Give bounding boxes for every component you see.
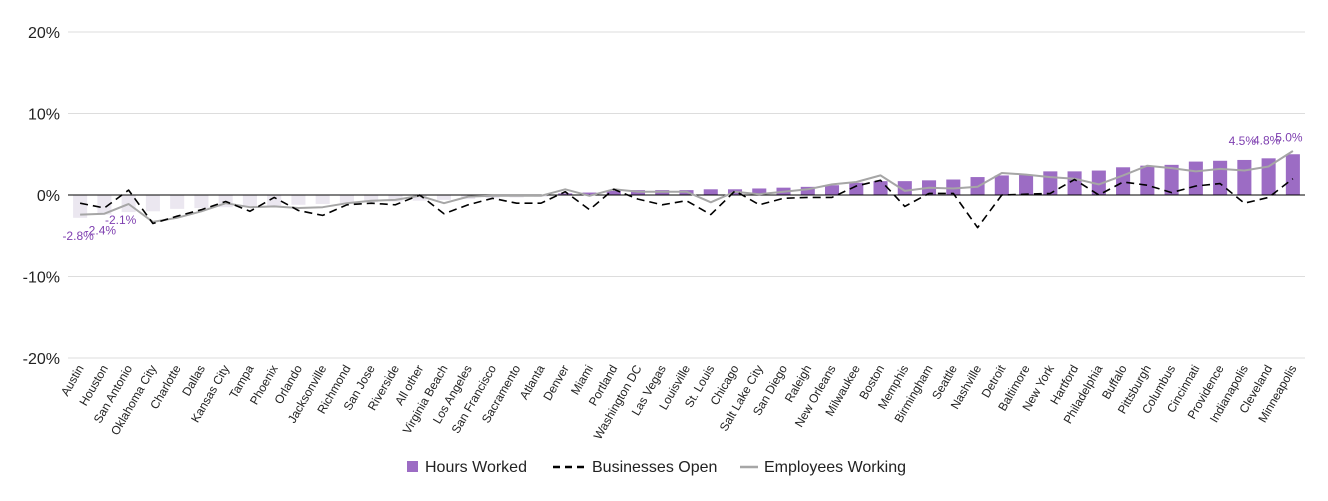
bar-hours-worked (1043, 171, 1058, 195)
bar-hours-worked (946, 179, 961, 195)
data-label: -2.4% (85, 224, 117, 238)
bar-hours-worked (436, 195, 451, 200)
bar-hours-worked (1067, 171, 1082, 195)
y-tick-label: -10% (23, 270, 60, 287)
bar-hours-worked (1140, 165, 1155, 195)
line-layer (79, 150, 1294, 229)
bar-hours-worked (994, 175, 1009, 195)
bar-hours-worked (291, 195, 306, 205)
bar-hours-worked (73, 195, 88, 218)
bar-hours-worked (897, 181, 912, 195)
bar-hours-worked (800, 186, 815, 195)
bar-hours-worked (1285, 154, 1300, 195)
bar-hours-worked (242, 195, 257, 207)
bar-hours-worked (582, 192, 597, 195)
legend: Hours Worked Businesses Open Employees Wor… (407, 459, 906, 476)
data-label: 5.0% (1275, 130, 1303, 144)
bar-hours-worked (1164, 164, 1179, 195)
y-tick-label: 10% (28, 107, 60, 124)
data-label: -2.8% (62, 229, 94, 243)
bar-hours-worked (97, 195, 112, 215)
bar-hours-worked (1213, 160, 1228, 195)
legend-label-businesses-open: Businesses Open (592, 459, 717, 476)
data-label-layer: -2.8%-2.4%-2.1% 4.5%4.8%5.0% (62, 130, 1302, 243)
bar-hours-worked (873, 181, 888, 195)
bar-hours-worked (339, 195, 354, 204)
line-businesses-open (79, 178, 1294, 229)
y-tick-label: -20% (23, 351, 60, 368)
data-label: -2.1% (105, 213, 137, 227)
y-axis-tick-layer: 20% 10% 0% -10% -20% (23, 25, 60, 368)
bar-hours-worked (1091, 170, 1106, 195)
bar-hours-worked (824, 185, 840, 195)
bar-hours-worked (752, 188, 767, 195)
bar-hours-worked (1116, 167, 1131, 195)
bar-hours-worked (267, 195, 282, 206)
line-employees-working (80, 150, 1294, 223)
grid-layer (68, 31, 1305, 359)
bar-hours-worked (412, 195, 427, 201)
bar-hours-worked (1019, 174, 1034, 195)
bar-hours-worked (145, 195, 160, 212)
bar-hours-worked (558, 193, 573, 195)
bar-hours-worked (849, 182, 864, 195)
legend-label-hours-worked: Hours Worked (425, 459, 527, 476)
data-label: 4.8% (1253, 133, 1281, 147)
bar-hours-worked (1188, 161, 1203, 195)
bar-hours-worked (315, 195, 330, 204)
bar-hours-worked (194, 195, 209, 209)
y-tick-label: 0% (37, 188, 60, 205)
bar-hours-worked (1237, 159, 1252, 195)
legend-swatch-hours-worked (407, 461, 418, 472)
bar-hours-worked (364, 195, 379, 203)
y-tick-label: 20% (28, 25, 60, 42)
legend-label-employees-working: Employees Working (764, 459, 906, 476)
data-label: 4.5% (1229, 134, 1257, 148)
bar-hours-worked (703, 189, 718, 195)
bar-hours-worked (606, 190, 621, 195)
bar-hours-worked (388, 195, 403, 202)
bar-hours-worked (170, 195, 185, 209)
